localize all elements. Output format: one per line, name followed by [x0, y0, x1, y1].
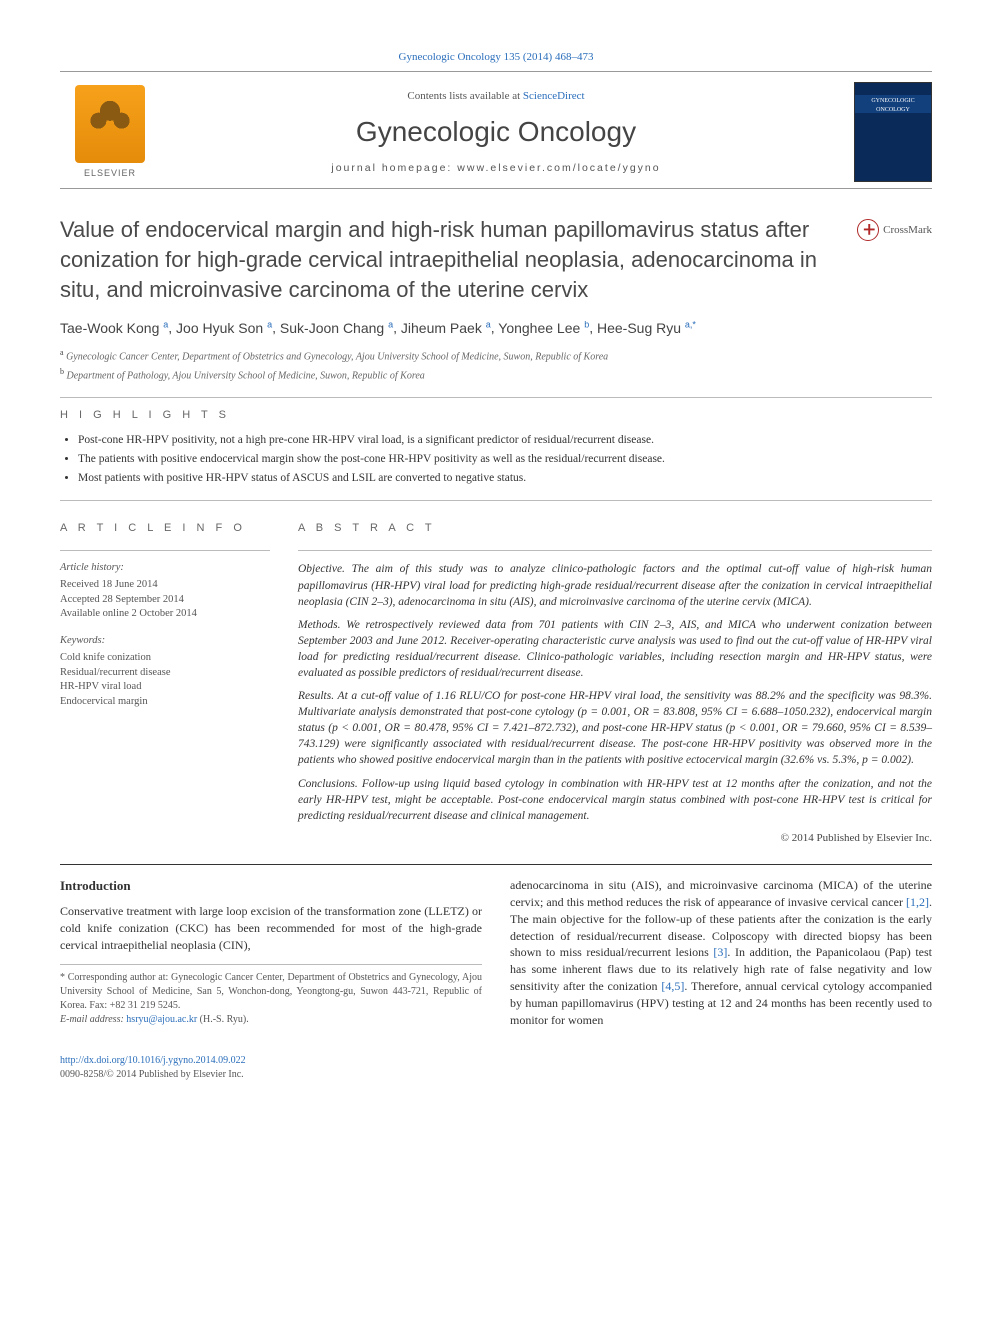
homepage-prefix: journal homepage: — [331, 162, 457, 174]
author: Tae-Wook Kong a — [60, 320, 168, 336]
affiliation: b Department of Pathology, Ajou Universi… — [60, 366, 932, 383]
citation-line: Gynecologic Oncology 135 (2014) 468–473 — [60, 50, 932, 65]
author-list: Tae-Wook Kong a, Joo Hyuk Son a, Suk-Joo… — [60, 318, 932, 338]
info-abstract-row: A R T I C L E I N F O Article history: R… — [60, 511, 932, 846]
page: Gynecologic Oncology 135 (2014) 468–473 … — [0, 0, 992, 1122]
author: Hee-Sug Ryu a,* — [597, 320, 696, 336]
divider — [60, 397, 932, 398]
keyword: Endocervical margin — [60, 695, 270, 710]
affiliation: a Gynecologic Cancer Center, Department … — [60, 347, 932, 364]
abstract-copyright: © 2014 Published by Elsevier Inc. — [298, 831, 932, 846]
email-label: E-mail address: — [60, 1014, 126, 1025]
highlights-head: H I G H L I G H T S — [60, 408, 932, 423]
history-received: Received 18 June 2014 — [60, 578, 270, 593]
author: Suk-Joon Chang a — [280, 320, 393, 336]
intro-paragraph: adenocarcinoma in situ (AIS), and microi… — [510, 877, 932, 1028]
abstract-objective: Objective. The aim of this study was to … — [298, 561, 932, 609]
divider — [60, 550, 270, 551]
keyword: Residual/recurrent disease — [60, 666, 270, 681]
doi-block: http://dx.doi.org/10.1016/j.ygyno.2014.0… — [60, 1054, 932, 1082]
text: adenocarcinoma in situ (AIS), and microi… — [510, 878, 932, 909]
journal-cover-thumb: GYNECOLOGIC ONCOLOGY — [854, 82, 932, 182]
highlight-item: Most patients with positive HR-HPV statu… — [78, 470, 932, 486]
corresponding-author: * Corresponding author at: Gynecologic C… — [60, 971, 482, 1013]
author: Joo Hyuk Son a — [176, 320, 272, 336]
elsevier-logo — [75, 85, 145, 163]
publisher-label: ELSEVIER — [84, 167, 136, 180]
abstract-results: Results. At a cut-off value of 1.16 RLU/… — [298, 688, 932, 768]
abstract: A B S T R A C T Objective. The aim of th… — [298, 511, 932, 846]
intro-paragraph: Conservative treatment with large loop e… — [60, 903, 482, 953]
author: Jiheum Paek a — [401, 320, 491, 336]
sciencedirect-link[interactable]: ScienceDirect — [523, 90, 585, 102]
email-name: (H.-S. Ryu). — [197, 1014, 249, 1025]
highlight-item: Post-cone HR-HPV positivity, not a high … — [78, 432, 932, 448]
article-header: ✕ CrossMark Value of endocervical margin… — [60, 215, 932, 304]
keywords-head: Keywords: — [60, 634, 270, 649]
article-history: Article history: Received 18 June 2014 A… — [60, 561, 270, 622]
crossmark-icon: ✕ — [857, 219, 879, 241]
history-online: Available online 2 October 2014 — [60, 607, 270, 622]
contents-prefix: Contents lists available at — [407, 90, 522, 102]
correspondence-footnote: * Corresponding author at: Gynecologic C… — [60, 964, 482, 1027]
masthead-center: Contents lists available at ScienceDirec… — [160, 89, 832, 176]
ref-link[interactable]: [3] — [713, 945, 727, 959]
email-link[interactable]: hsryu@ajou.ac.kr — [126, 1014, 197, 1025]
homepage-url: www.elsevier.com/locate/ygyno — [457, 162, 660, 174]
masthead: ELSEVIER Contents lists available at Sci… — [60, 71, 932, 189]
homepage-line: journal homepage: www.elsevier.com/locat… — [160, 161, 832, 176]
keyword: HR-HPV viral load — [60, 680, 270, 695]
section-divider — [60, 864, 932, 865]
author: Yonghee Lee b — [498, 320, 589, 336]
intro-head: Introduction — [60, 877, 482, 895]
body-columns: Introduction Conservative treatment with… — [60, 877, 932, 1031]
ref-link[interactable]: [4,5] — [661, 979, 684, 993]
abstract-head: A B S T R A C T — [298, 521, 932, 536]
history-accepted: Accepted 28 September 2014 — [60, 593, 270, 608]
keywords: Keywords: Cold knife conization Residual… — [60, 634, 270, 709]
history-head: Article history: — [60, 561, 270, 576]
contents-line: Contents lists available at ScienceDirec… — [160, 89, 832, 104]
article-info: A R T I C L E I N F O Article history: R… — [60, 511, 270, 846]
highlight-item: The patients with positive endocervical … — [78, 451, 932, 467]
highlights: Post-cone HR-HPV positivity, not a high … — [60, 432, 932, 486]
divider — [60, 500, 932, 501]
crossmark-label: CrossMark — [883, 223, 932, 238]
citation-link[interactable]: Gynecologic Oncology 135 (2014) 468–473 — [399, 51, 594, 63]
cover-label: GYNECOLOGIC ONCOLOGY — [855, 95, 931, 113]
info-head: A R T I C L E I N F O — [60, 521, 270, 536]
divider — [298, 550, 932, 551]
article-title: Value of endocervical margin and high-ri… — [60, 215, 932, 304]
journal-title: Gynecologic Oncology — [160, 112, 832, 151]
crossmark[interactable]: ✕ CrossMark — [857, 219, 932, 241]
email-line: E-mail address: hsryu@ajou.ac.kr (H.-S. … — [60, 1013, 482, 1027]
doi-link[interactable]: http://dx.doi.org/10.1016/j.ygyno.2014.0… — [60, 1055, 246, 1066]
ref-link[interactable]: [1,2] — [906, 895, 929, 909]
cover-block: GYNECOLOGIC ONCOLOGY — [832, 82, 932, 182]
keyword: Cold knife conization — [60, 651, 270, 666]
abstract-conclusions: Conclusions. Follow-up using liquid base… — [298, 776, 932, 824]
publisher-block: ELSEVIER — [60, 85, 160, 180]
issn-copyright: 0090-8258/© 2014 Published by Elsevier I… — [60, 1069, 244, 1080]
abstract-methods: Methods. We retrospectively reviewed dat… — [298, 617, 932, 681]
